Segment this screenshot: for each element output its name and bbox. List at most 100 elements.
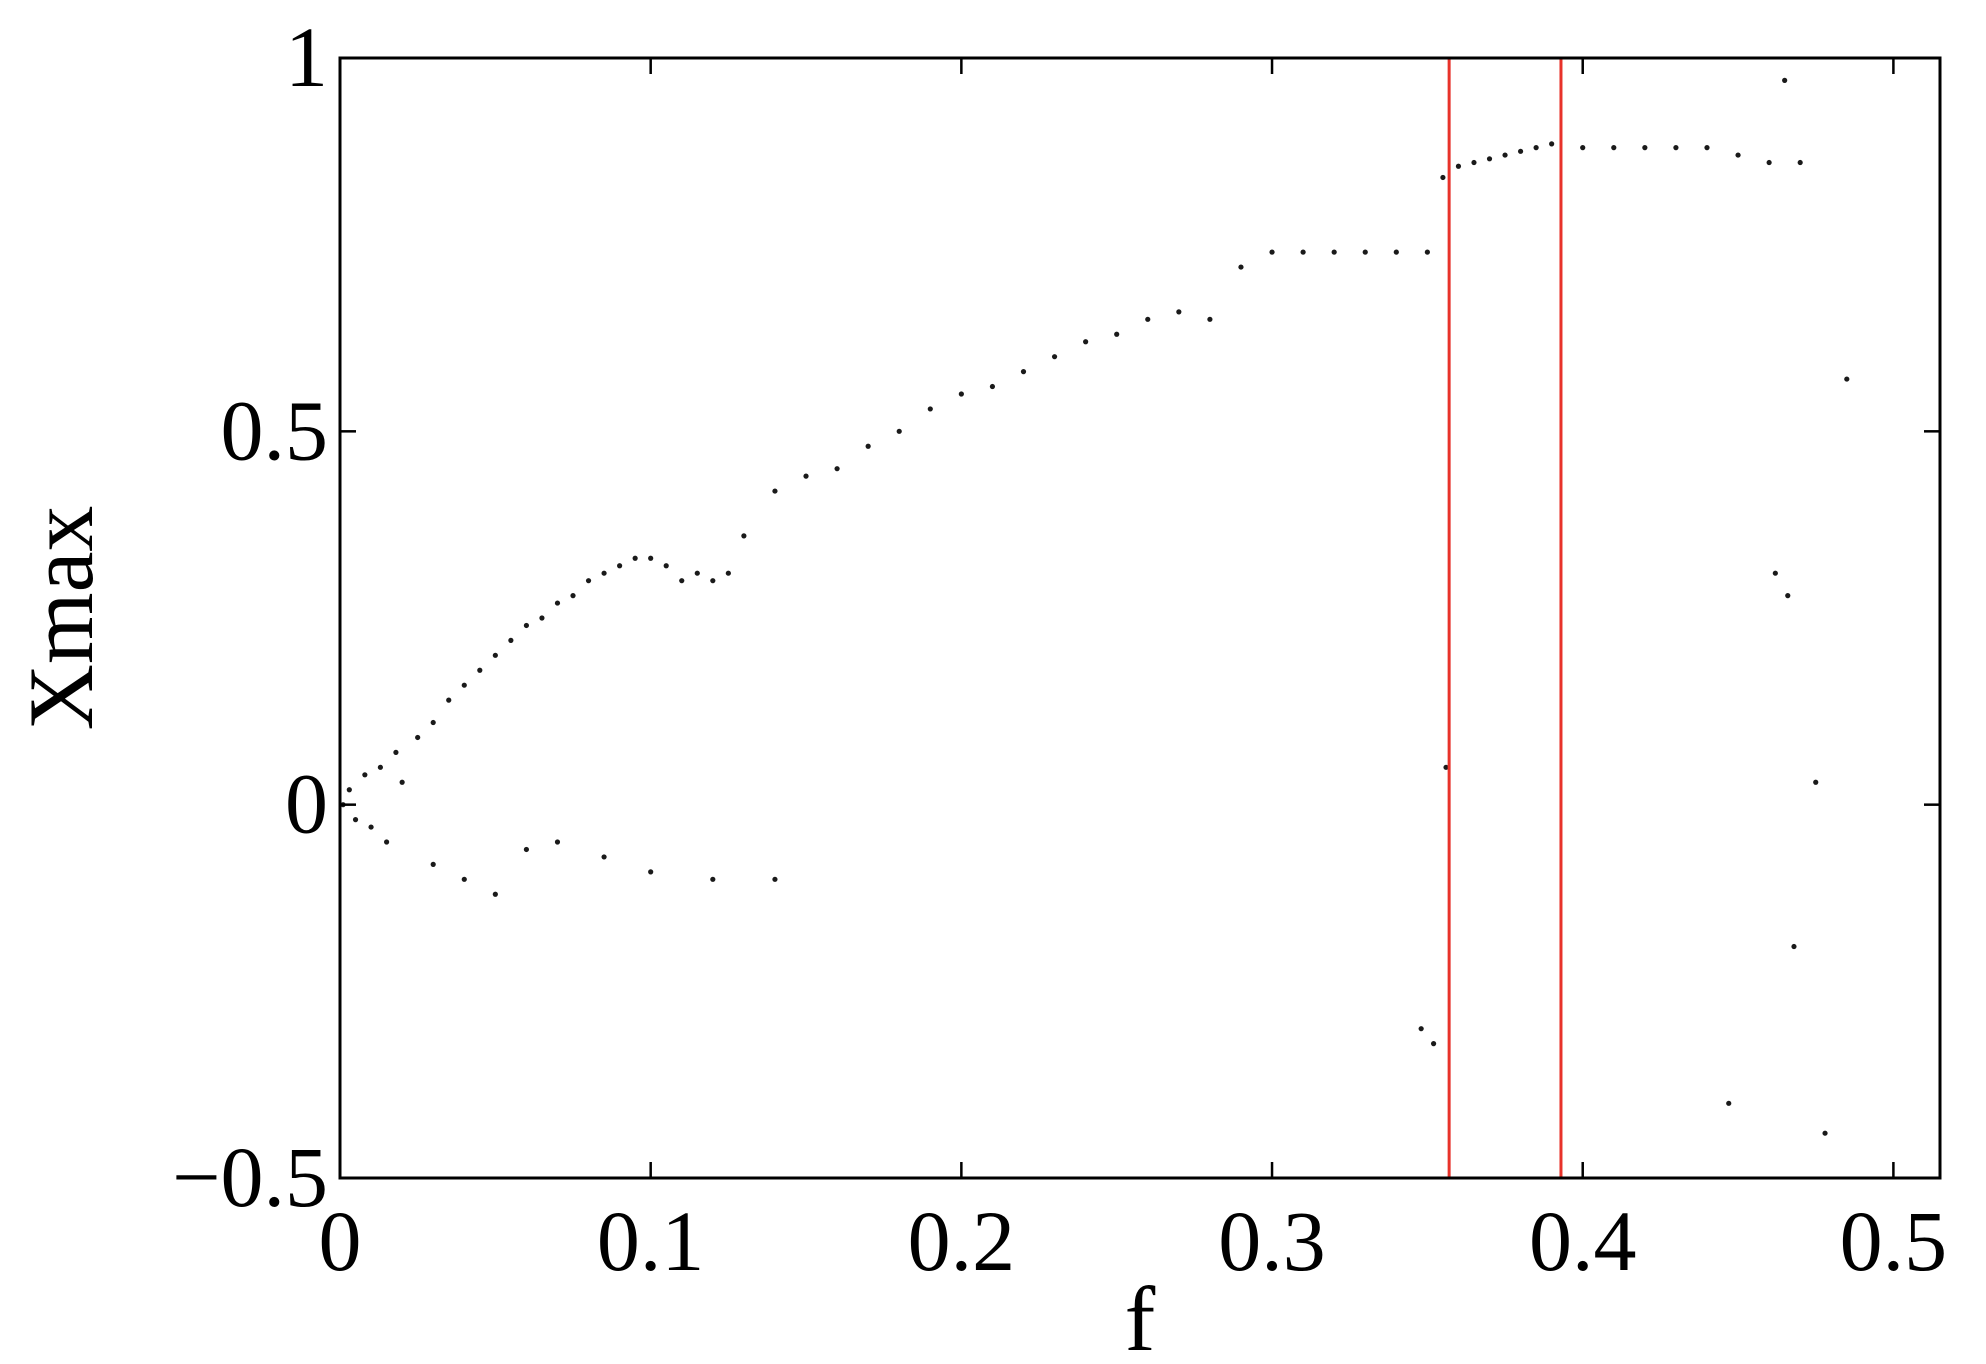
- y-tick-label: −0.5: [172, 1129, 328, 1225]
- data-point: [415, 734, 421, 741]
- x-tick-label: 0.1: [597, 1193, 705, 1289]
- plot-frame: [338, 56, 1942, 1180]
- data-point: [1471, 159, 1477, 166]
- data-point: [694, 570, 700, 576]
- data-point: [1844, 376, 1850, 382]
- data-point: [393, 749, 399, 756]
- data-point: [958, 391, 964, 397]
- data-point: [803, 473, 809, 479]
- data-point: [1735, 152, 1741, 158]
- data-point: [1051, 354, 1058, 360]
- data-point: [1673, 145, 1679, 151]
- data-point: [554, 839, 561, 845]
- data-point: [834, 466, 840, 472]
- data-point: [461, 682, 467, 688]
- data-point: [492, 652, 498, 658]
- data-point: [1418, 1026, 1424, 1032]
- data-point: [1726, 1100, 1732, 1106]
- x-tick-label: 0: [319, 1193, 362, 1289]
- data-point: [601, 570, 607, 576]
- marker-lines: [1447, 58, 1563, 1178]
- data-point: [1517, 148, 1524, 154]
- data-point: [477, 667, 483, 673]
- data-point: [1455, 163, 1462, 169]
- data-point: [362, 772, 368, 778]
- data-point: [399, 779, 405, 785]
- data-point: [1822, 1130, 1828, 1136]
- data-point: [617, 563, 623, 569]
- data-point: [772, 488, 778, 494]
- x-tick-label: 0.4: [1529, 1193, 1637, 1289]
- data-point: [461, 876, 467, 882]
- data-point: [492, 891, 498, 897]
- data-point: [1083, 339, 1089, 345]
- data-point: [1424, 249, 1430, 255]
- data-point: [1642, 145, 1648, 151]
- x-tick-label: 0.3: [1218, 1193, 1326, 1289]
- data-point: [989, 383, 996, 390]
- data-point: [377, 764, 383, 770]
- data-point: [1486, 156, 1493, 162]
- data-point: [1176, 309, 1182, 315]
- data-point: [384, 839, 390, 845]
- data-point: [1443, 764, 1449, 770]
- data-point: [1580, 145, 1586, 151]
- data-point: [539, 615, 545, 621]
- data-point: [648, 869, 654, 875]
- x-axis-title: f: [1125, 1268, 1156, 1364]
- data-point: [430, 719, 436, 726]
- data-point: [1533, 145, 1539, 151]
- data-point: [446, 697, 452, 703]
- data-point: [1797, 159, 1803, 166]
- data-point: [1611, 145, 1617, 151]
- data-point: [710, 578, 716, 584]
- data-point: [1114, 331, 1120, 337]
- data-point: [1269, 249, 1275, 255]
- data-point: [1704, 145, 1710, 151]
- data-point: [1331, 249, 1337, 255]
- data-point: [772, 876, 778, 882]
- data-point: [1145, 316, 1151, 322]
- data-point: [1393, 249, 1399, 255]
- data-point: [1549, 141, 1555, 147]
- data-point: [725, 570, 731, 576]
- x-tick-label: 0.5: [1840, 1193, 1948, 1289]
- data-point: [554, 600, 561, 606]
- data-point: [663, 563, 669, 569]
- data-point: [865, 443, 871, 449]
- data-point: [648, 555, 654, 561]
- data-point: [927, 406, 933, 412]
- y-tick-label: 0.5: [221, 382, 329, 478]
- y-tick-label: 1: [285, 9, 328, 105]
- data-point: [352, 817, 359, 823]
- data-point: [1020, 369, 1027, 375]
- data-point: [585, 578, 592, 584]
- data-point: [1440, 174, 1446, 181]
- scatter-points: [340, 77, 1850, 1136]
- tick-labels: 0 0.1 0.2 0.3 0.4 0.5−0.500.51: [172, 9, 1947, 1289]
- axis-ticks: [338, 56, 1940, 1180]
- data-point: [632, 555, 638, 561]
- data-point: [679, 578, 685, 584]
- data-point: [570, 593, 576, 599]
- y-tick-label: 0: [285, 756, 328, 852]
- data-point: [368, 824, 374, 830]
- data-point: [523, 622, 530, 629]
- data-point: [430, 861, 436, 868]
- data-point: [1502, 152, 1508, 158]
- data-point: [601, 854, 607, 860]
- data-point: [508, 637, 514, 644]
- data-point: [1791, 943, 1797, 950]
- x-tick-label: 0.2: [908, 1193, 1016, 1289]
- data-point: [1238, 264, 1244, 270]
- data-point: [1772, 570, 1778, 576]
- data-point: [1766, 159, 1772, 166]
- data-point: [1430, 1041, 1437, 1047]
- data-point: [710, 876, 716, 882]
- data-point: [523, 846, 530, 853]
- y-axis-title: Xmax: [10, 506, 112, 731]
- data-point: [896, 428, 902, 434]
- data-point: [1207, 316, 1213, 322]
- data-point: [1813, 779, 1819, 785]
